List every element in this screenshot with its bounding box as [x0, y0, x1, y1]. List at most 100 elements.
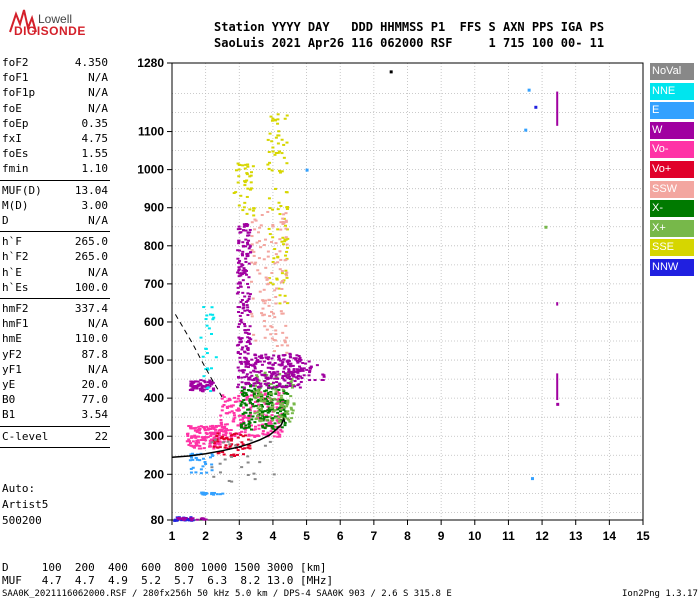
echo-point [244, 260, 248, 263]
echo-point [297, 354, 301, 357]
echo-point [271, 225, 275, 228]
echo-point [237, 369, 241, 372]
echo-point [274, 374, 278, 377]
echo-point [246, 292, 250, 295]
echo-point [189, 425, 193, 428]
echo-point [248, 208, 252, 211]
x-tick-label: 3 [236, 529, 243, 543]
echo-point [200, 491, 204, 494]
echo-point [199, 336, 203, 339]
echo-point [242, 223, 246, 226]
echo-point [237, 272, 241, 275]
echo-point [247, 417, 251, 420]
echo-point [195, 518, 199, 521]
param-value: N/A [88, 214, 108, 227]
echo-point [205, 314, 209, 317]
y-tick-label: 1000 [137, 163, 164, 177]
echo-point [263, 302, 267, 305]
echo-point [296, 369, 300, 372]
echo-point [196, 383, 200, 386]
echo-point [257, 424, 261, 427]
echo-point [247, 414, 251, 417]
echo-point [269, 367, 273, 370]
echo-point [286, 246, 290, 249]
echo-point [237, 242, 241, 245]
echo-point [217, 429, 221, 432]
echo-point [253, 367, 257, 370]
param-name: hmF2 [2, 302, 29, 315]
echo-point [289, 370, 293, 373]
echo-point [254, 418, 258, 421]
param-row-clevel: C-level 22 [2, 430, 108, 446]
echo-point [279, 408, 283, 411]
echo-point [247, 239, 251, 242]
echo-point [218, 462, 222, 465]
echo-point [248, 421, 252, 424]
legend-item-x: X- [650, 200, 694, 218]
echo-point [285, 114, 289, 117]
echo-point [266, 433, 270, 436]
echo-point [284, 219, 288, 222]
echo-point [249, 439, 253, 442]
echo-point [216, 440, 220, 443]
echo-point [249, 181, 253, 184]
echo-point [197, 425, 201, 428]
echo-point [247, 423, 251, 426]
echo-point [281, 236, 285, 239]
echo-point [240, 362, 244, 365]
y-tick-label: 300 [144, 429, 164, 443]
echo-point [263, 371, 267, 374]
echo-point [276, 228, 280, 231]
echo-point [239, 318, 243, 321]
echo-point [243, 184, 247, 187]
echo-point [253, 428, 257, 431]
echo-point [248, 188, 252, 191]
echo-point [250, 315, 254, 318]
x-tick-label: 15 [636, 529, 650, 543]
echo-point [230, 455, 234, 458]
echo-point [259, 246, 263, 249]
echo-point [299, 380, 303, 383]
echo-point [301, 369, 305, 372]
echo-point [205, 352, 209, 355]
echo-point [266, 395, 270, 398]
echo-point [284, 227, 288, 230]
echo-point [252, 377, 256, 380]
echo-point [249, 384, 253, 387]
echo-point [189, 453, 193, 456]
echo-point [294, 357, 298, 360]
echo-point [270, 337, 274, 340]
echo-point [255, 374, 259, 377]
echo-point [257, 387, 261, 390]
echo-point [248, 363, 252, 366]
echo-point [279, 310, 283, 313]
echo-point [232, 411, 236, 414]
param-name: foE [2, 101, 22, 115]
echo-point [214, 356, 218, 359]
echo-point [247, 433, 251, 436]
echo-point [205, 433, 209, 436]
echo-point [250, 249, 254, 252]
y-tick-label: 1280 [137, 56, 164, 70]
echo-point [273, 248, 277, 251]
param-name: B0 [2, 393, 16, 407]
echo-point [244, 428, 248, 431]
echo-point [280, 152, 284, 155]
echo-point [240, 430, 244, 433]
echo-point [291, 371, 295, 374]
echo-point [240, 263, 244, 266]
echo-point [264, 389, 268, 392]
echo-point [211, 454, 215, 457]
echo-point [280, 412, 284, 415]
echo-point [244, 245, 248, 248]
echo-point [198, 447, 202, 450]
echo-point [241, 209, 245, 212]
echo-point [284, 402, 288, 405]
echo-point [286, 359, 290, 362]
echo-point [246, 231, 250, 234]
echo-point [244, 357, 248, 360]
echo-point [289, 381, 293, 384]
echo-point [252, 405, 256, 408]
echo-point [263, 238, 267, 241]
echo-point [225, 423, 229, 426]
